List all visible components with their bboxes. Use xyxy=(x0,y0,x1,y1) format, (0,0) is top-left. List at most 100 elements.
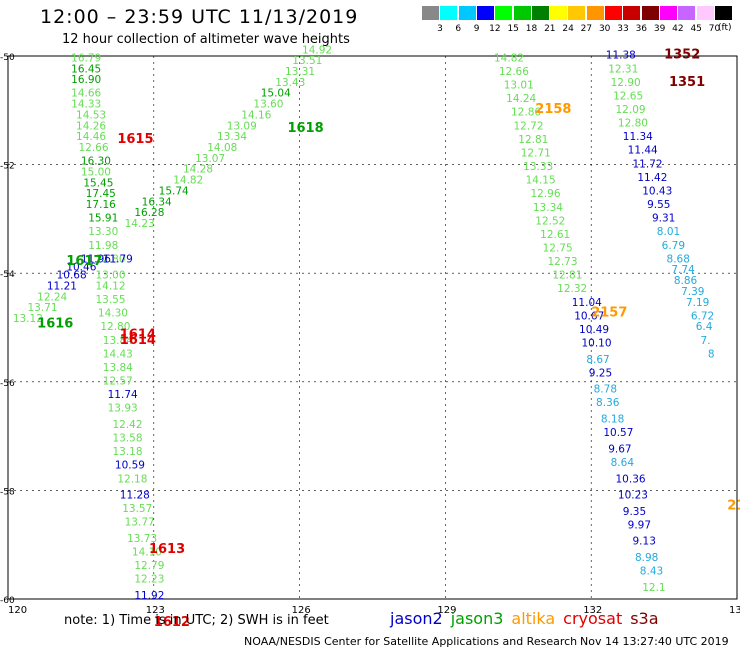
wave-height-value: 8.36 xyxy=(596,397,620,409)
color-scale-label: 30 xyxy=(598,24,611,34)
color-scale-swatch xyxy=(659,6,677,20)
color-scale-swatch xyxy=(641,6,659,20)
wave-height-value: 9.67 xyxy=(608,443,631,455)
wave-height-value: 11.34 xyxy=(623,131,653,143)
wave-height-value: 13.55 xyxy=(95,294,125,306)
wave-height-value: 14.15 xyxy=(526,175,556,187)
color-scale-swatch xyxy=(531,6,549,20)
wave-height-value: 12.80 xyxy=(95,253,125,265)
pass-time-label: 1617 xyxy=(66,254,102,269)
longitude-tick-label: 129 xyxy=(437,605,456,616)
color-scale-label: 9 xyxy=(473,24,480,34)
wave-height-value: 6.4 xyxy=(696,321,713,333)
wave-height-value: 13.07 xyxy=(195,153,225,165)
wave-height-value: 13.30 xyxy=(88,226,118,238)
wave-height-value: 14.82 xyxy=(494,52,524,64)
wave-height-value: 12.52 xyxy=(535,215,565,227)
wave-height-value: 12.79 xyxy=(134,560,164,572)
wave-height-value: 16.34 xyxy=(142,196,172,208)
wave-height-value: 15.04 xyxy=(261,88,291,100)
color-scale-swatch xyxy=(550,6,568,20)
color-scale-swatch xyxy=(440,6,458,20)
color-scale-label: 70 xyxy=(708,24,721,34)
page-subtitle: 12 hour collection of altimeter wave hei… xyxy=(62,32,350,47)
wave-height-value: 12.1 xyxy=(642,582,665,594)
wave-height-value: 10.43 xyxy=(642,185,672,197)
longitude-tick-label: 120 xyxy=(8,605,27,616)
color-scale-label: 36 xyxy=(635,24,648,34)
wave-height-value: 10.10 xyxy=(581,338,611,350)
wave-height-value: 13.93 xyxy=(108,403,138,415)
map-frame xyxy=(7,55,738,600)
latitude-tick-label: -52 xyxy=(0,162,15,172)
wave-height-value: 12.71 xyxy=(521,147,551,159)
wave-height-value: 12.42 xyxy=(112,419,142,431)
wave-height-value: 6.79 xyxy=(662,240,685,252)
color-scale-label: 42 xyxy=(672,24,684,34)
footer-note: note: 1) Time is in UTC; 2) SWH is in fe… xyxy=(64,613,329,628)
wave-height-value: 7.74 xyxy=(671,264,695,276)
color-scale-label: 33 xyxy=(617,24,629,34)
wave-height-value: 11.04 xyxy=(572,297,602,309)
credit-text: NOAA/NESDIS Center for Satellite Applica… xyxy=(244,635,578,648)
wave-height-value: 9.35 xyxy=(623,506,646,518)
color-scale-swatch xyxy=(623,6,641,20)
wave-height-value: 13.57 xyxy=(122,503,152,515)
wave-height-value: 12.18 xyxy=(117,473,147,485)
wave-height-value: 10.68 xyxy=(57,270,87,282)
wave-height-value: 16.79 xyxy=(71,52,101,64)
pass-time-label: 1614 xyxy=(120,327,156,342)
wave-height-value: 11.74 xyxy=(108,389,138,401)
wave-height-value: 7.19 xyxy=(686,297,709,309)
color-scale-swatch xyxy=(678,6,696,20)
wave-height-value: 14.16 xyxy=(241,109,271,121)
wave-height-value: 14.82 xyxy=(173,175,203,187)
wave-height-value: 9.13 xyxy=(633,536,656,548)
wave-height-value: 13.58 xyxy=(112,433,142,445)
color-scale-label: 18 xyxy=(525,24,538,34)
wave-height-value: 13.18 xyxy=(112,446,142,458)
wave-height-value: 13.12 xyxy=(13,313,43,325)
wave-height-value: 8.18 xyxy=(601,414,624,426)
wave-height-value: 16.90 xyxy=(71,74,101,86)
legend-item-jason2: jason2 xyxy=(390,609,443,628)
pass-time-label: 1618 xyxy=(287,121,323,136)
legend-item-cryosat: cryosat xyxy=(563,609,623,628)
wave-height-value: 11.44 xyxy=(628,145,658,157)
pass-time-label: 1614 xyxy=(120,333,156,348)
wave-height-value: 14.10 xyxy=(132,547,162,559)
color-scale-swatch xyxy=(568,6,586,20)
wave-height-value: 9.25 xyxy=(589,367,612,379)
wave-height-value: 13.84 xyxy=(103,362,133,374)
wave-height-value: 11.28 xyxy=(120,490,150,502)
pass-time-label: 2158 xyxy=(535,102,571,117)
pass-time-label: 215 xyxy=(727,498,740,513)
wave-height-value: 12.80 xyxy=(618,118,648,130)
color-scale-label: 12 xyxy=(489,24,501,34)
wave-height-value: 15.74 xyxy=(159,185,189,197)
latitude-tick-label: -58 xyxy=(0,487,15,497)
color-scale-swatch xyxy=(495,6,513,20)
wave-height-value: 13.33 xyxy=(523,161,553,173)
wave-height-value: 11.98 xyxy=(88,240,118,252)
pass-time-label: 1616 xyxy=(37,317,73,332)
wave-height-value: 13.71 xyxy=(27,302,57,314)
color-scale-label: 15 xyxy=(507,24,519,34)
wave-height-value: 11.92 xyxy=(134,590,164,602)
wave-height-value: 12.23 xyxy=(134,574,164,586)
wave-height-value: 12.61 xyxy=(540,229,570,241)
wave-height-value: 14.28 xyxy=(183,164,213,176)
wave-height-value: 13.84 xyxy=(103,335,133,347)
wave-height-value: 12.24 xyxy=(37,291,67,303)
wave-height-value: 16.28 xyxy=(134,207,164,219)
pass-time-label: 1612 xyxy=(154,615,190,630)
color-scale-swatch xyxy=(696,6,714,20)
wave-height-value: 7. xyxy=(701,335,711,347)
color-scale-label: 6 xyxy=(455,24,462,34)
legend-item-altika: altika xyxy=(511,609,556,628)
wave-height-value: 13.60 xyxy=(253,99,283,111)
wave-height-value: 12.09 xyxy=(616,104,646,116)
wave-height-value: 11.96 xyxy=(81,253,111,265)
wave-height-value: 15.45 xyxy=(83,177,113,189)
